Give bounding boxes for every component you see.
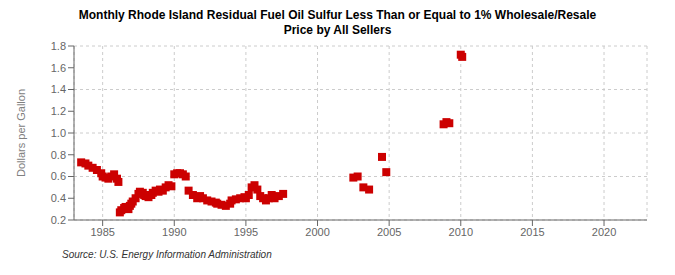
html-text:Source: U.S. Energy Informatio: Source: U.S. Energy Information Administ…: [62, 249, 272, 260]
svg-text:Dollars per Gallon: Dollars per Gallon: [15, 89, 27, 177]
svg-text:2010: 2010: [449, 226, 473, 238]
svg-text:0.4: 0.4: [51, 192, 66, 204]
svg-text:1.6: 1.6: [51, 62, 66, 74]
svg-text:2020: 2020: [592, 226, 616, 238]
svg-text:0.6: 0.6: [51, 170, 66, 182]
html-text:Monthly Rhode Island Residual: Monthly Rhode Island Residual Fuel Oil S…: [78, 8, 597, 37]
svg-text:1.0: 1.0: [51, 127, 66, 139]
svg-text:1995: 1995: [234, 226, 258, 238]
svg-text:1.8: 1.8: [51, 40, 66, 52]
svg-text:2000: 2000: [305, 226, 329, 238]
svg-text:1990: 1990: [162, 226, 186, 238]
svg-text:1.4: 1.4: [51, 83, 66, 95]
svg-text:0.8: 0.8: [51, 149, 66, 161]
svg-text:0.2: 0.2: [51, 214, 66, 226]
svg-text:2005: 2005: [377, 226, 401, 238]
svg-text:2015: 2015: [520, 226, 544, 238]
svg-text:1.2: 1.2: [51, 105, 66, 117]
svg-text:1985: 1985: [90, 226, 114, 238]
